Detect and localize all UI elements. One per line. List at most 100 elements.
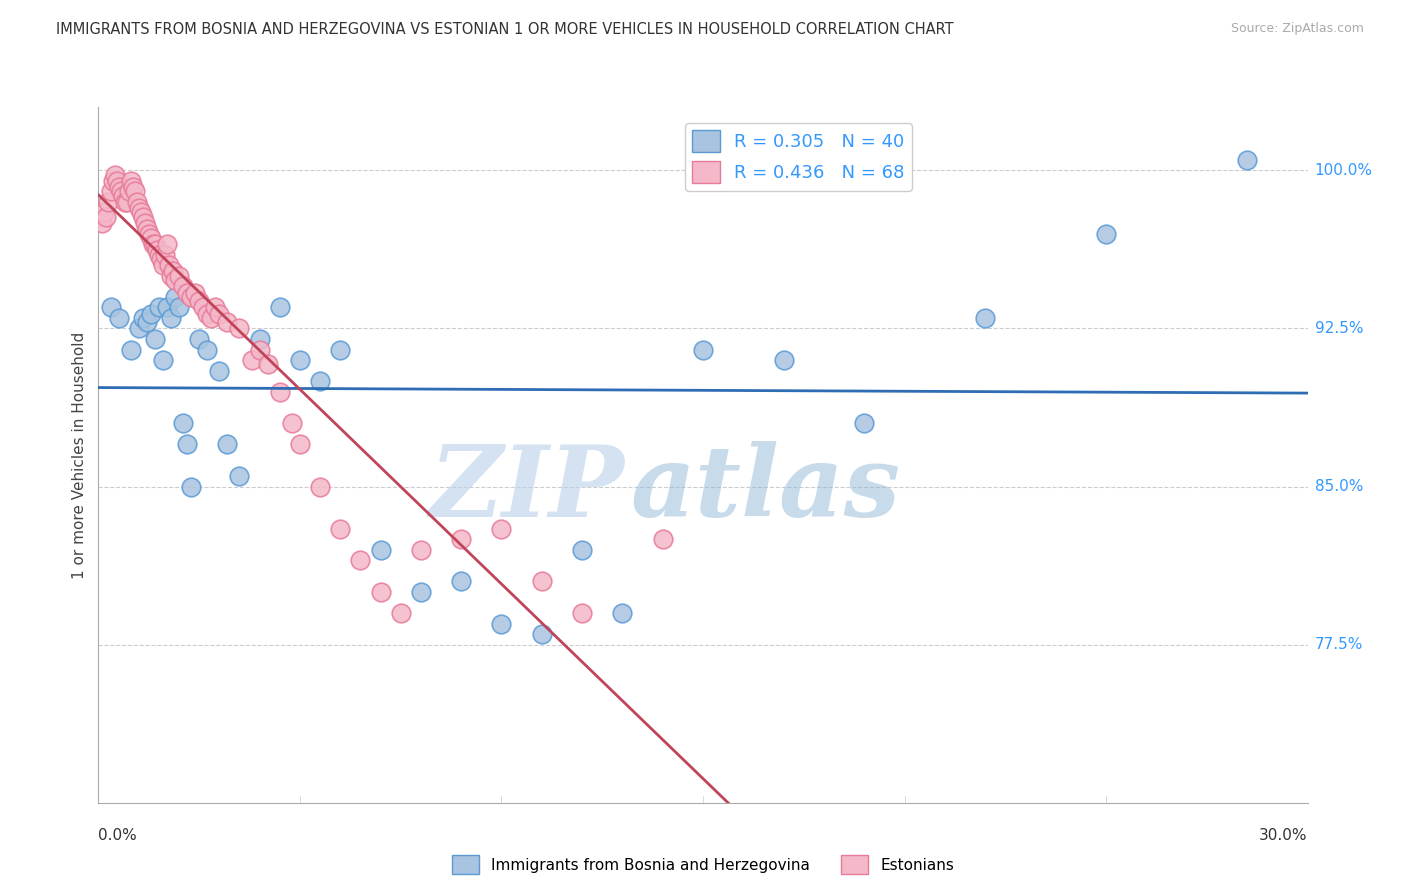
- Point: [571, 606, 593, 620]
- Point: [217, 437, 239, 451]
- Legend: R = 0.305   N = 40, R = 0.436   N = 68: R = 0.305 N = 40, R = 0.436 N = 68: [685, 123, 911, 191]
- Point: [134, 216, 156, 230]
- Point: [156, 237, 179, 252]
- Point: [101, 174, 124, 188]
- Point: [132, 210, 155, 224]
- Point: [135, 222, 157, 236]
- Point: [208, 363, 231, 377]
- Point: [148, 301, 170, 315]
- Point: [180, 479, 202, 493]
- Point: [491, 616, 513, 631]
- Point: [176, 437, 198, 451]
- Point: [349, 553, 371, 567]
- Point: [530, 574, 553, 589]
- Point: [651, 533, 673, 547]
- Point: [208, 307, 231, 321]
- Point: [105, 174, 128, 188]
- Point: [91, 216, 114, 230]
- Point: [115, 194, 138, 209]
- Point: [571, 542, 593, 557]
- Point: [329, 343, 352, 357]
- Point: [309, 479, 332, 493]
- Point: [772, 353, 794, 368]
- Point: [146, 244, 169, 258]
- Point: [167, 268, 190, 283]
- Point: [172, 417, 194, 431]
- Text: 30.0%: 30.0%: [1260, 828, 1308, 843]
- Point: [195, 307, 218, 321]
- Point: [152, 353, 174, 368]
- Point: [152, 258, 174, 272]
- Point: [118, 185, 141, 199]
- Point: [228, 469, 250, 483]
- Point: [135, 315, 157, 329]
- Point: [409, 585, 432, 599]
- Point: [1095, 227, 1118, 241]
- Point: [409, 542, 432, 557]
- Point: [167, 301, 190, 315]
- Point: [228, 321, 250, 335]
- Point: [853, 417, 876, 431]
- Point: [281, 417, 304, 431]
- Text: atlas: atlas: [630, 442, 900, 538]
- Point: [139, 307, 162, 321]
- Point: [288, 437, 311, 451]
- Point: [114, 194, 136, 209]
- Point: [148, 247, 170, 261]
- Point: [124, 185, 146, 199]
- Point: [125, 194, 148, 209]
- Point: [107, 180, 129, 194]
- Point: [143, 332, 166, 346]
- Point: [163, 273, 186, 287]
- Point: [692, 343, 714, 357]
- Point: [450, 574, 472, 589]
- Point: [288, 353, 311, 368]
- Point: [256, 357, 278, 371]
- Point: [121, 180, 143, 194]
- Point: [193, 301, 215, 315]
- Point: [370, 542, 392, 557]
- Text: 92.5%: 92.5%: [1315, 321, 1362, 336]
- Point: [96, 210, 118, 224]
- Point: [149, 252, 172, 266]
- Point: [329, 522, 352, 536]
- Point: [157, 258, 180, 272]
- Point: [249, 332, 271, 346]
- Point: [97, 194, 120, 209]
- Point: [184, 285, 207, 300]
- Point: [180, 290, 202, 304]
- Point: [172, 279, 194, 293]
- Point: [120, 343, 142, 357]
- Text: Source: ZipAtlas.com: Source: ZipAtlas.com: [1230, 22, 1364, 36]
- Point: [111, 188, 134, 202]
- Point: [195, 343, 218, 357]
- Point: [143, 237, 166, 252]
- Point: [100, 185, 122, 199]
- Point: [156, 301, 179, 315]
- Point: [974, 310, 997, 325]
- Text: 77.5%: 77.5%: [1315, 637, 1362, 652]
- Point: [530, 627, 553, 641]
- Text: IMMIGRANTS FROM BOSNIA AND HERZEGOVINA VS ESTONIAN 1 OR MORE VEHICLES IN HOUSEHO: IMMIGRANTS FROM BOSNIA AND HERZEGOVINA V…: [56, 22, 953, 37]
- Legend: Immigrants from Bosnia and Herzegovina, Estonians: Immigrants from Bosnia and Herzegovina, …: [446, 849, 960, 880]
- Point: [132, 310, 155, 325]
- Point: [249, 343, 271, 357]
- Point: [100, 301, 122, 315]
- Point: [153, 247, 176, 261]
- Point: [240, 353, 263, 368]
- Text: 85.0%: 85.0%: [1315, 479, 1362, 494]
- Point: [217, 315, 239, 329]
- Point: [160, 268, 183, 283]
- Point: [309, 374, 332, 388]
- Point: [204, 301, 226, 315]
- Point: [138, 227, 160, 241]
- Point: [163, 290, 186, 304]
- Point: [200, 310, 222, 325]
- Y-axis label: 1 or more Vehicles in Household: 1 or more Vehicles in Household: [72, 331, 87, 579]
- Text: ZIP: ZIP: [429, 442, 624, 538]
- Point: [269, 301, 291, 315]
- Point: [1236, 153, 1258, 167]
- Point: [269, 384, 291, 399]
- Point: [491, 522, 513, 536]
- Point: [450, 533, 472, 547]
